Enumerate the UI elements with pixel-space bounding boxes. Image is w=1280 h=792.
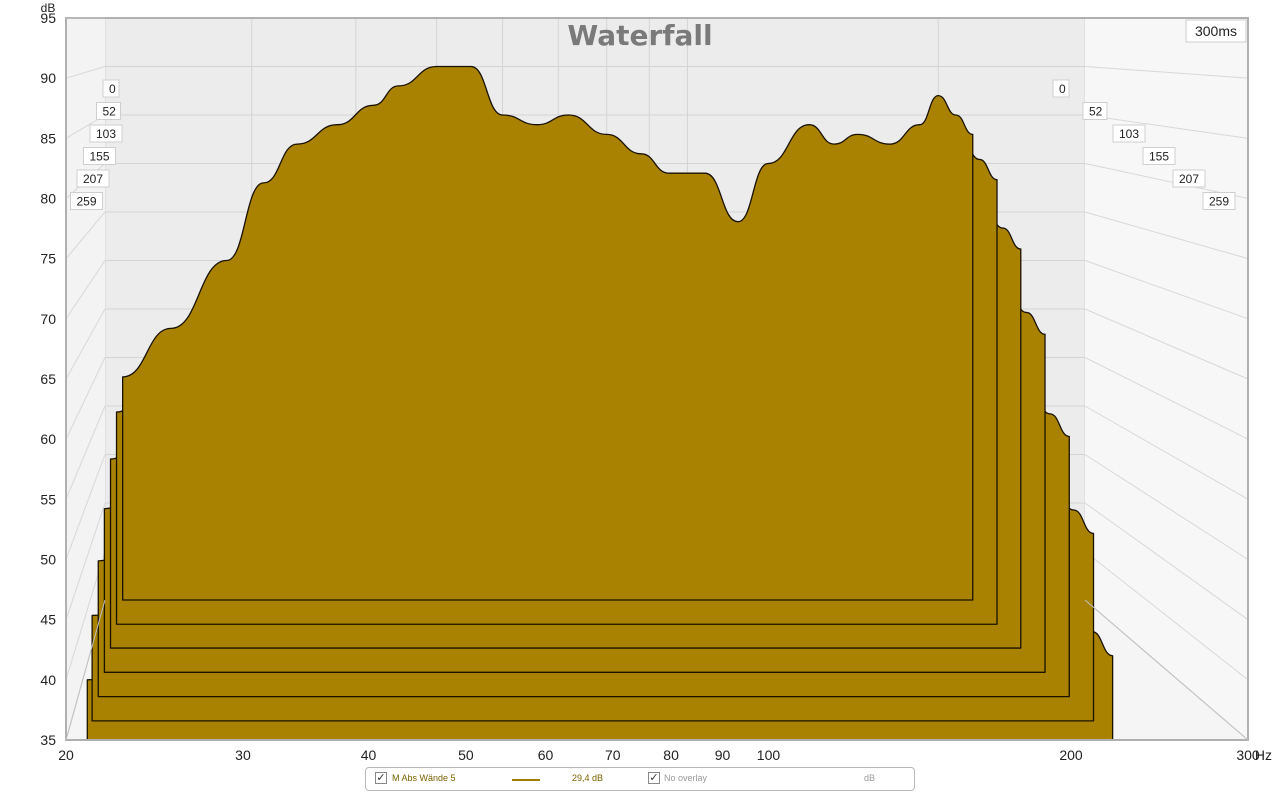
time-label-left: 52	[103, 105, 117, 119]
left-wall-grid-line	[65, 308, 106, 380]
time-label-box-left	[70, 192, 103, 210]
right-wall-grid-line	[1084, 308, 1249, 380]
legend-overlay-label: No overlay	[664, 773, 708, 783]
y-tick-label: 65	[40, 371, 56, 387]
right-wall-grid-line	[1084, 211, 1249, 260]
front-frame	[65, 17, 1249, 741]
left-wall-grid-line	[65, 454, 106, 560]
x-tick-label: 20	[58, 747, 74, 763]
waterfall-slice	[122, 65, 974, 601]
time-label-box-left	[76, 169, 110, 188]
time-label-right: 259	[1209, 195, 1229, 209]
x-axis-ticks: 20 30 40 50 60 70 80 90 100 200 300	[58, 747, 1260, 763]
left-wall-grid-line	[65, 66, 106, 79]
plot-frame	[65, 17, 1249, 741]
time-label-left: 207	[83, 172, 103, 186]
waterfall-slices	[86, 65, 1114, 741]
time-label-right: 0	[1059, 82, 1066, 96]
y-tick-label: 45	[40, 612, 56, 628]
time-label-box-left	[83, 147, 116, 165]
x-tick-label: 90	[715, 747, 731, 763]
time-label-left: 259	[77, 195, 97, 209]
x-tick-label: 60	[538, 747, 554, 763]
time-label-box-right	[1142, 147, 1176, 165]
time-label-box-right	[1082, 102, 1108, 120]
time-label-left: 155	[90, 150, 110, 164]
left-wall-grid-line	[65, 502, 106, 620]
right-wall-grid-line	[1084, 114, 1249, 139]
legend-bar: ✓ M Abs Wände 5 29,4 dB ✓ No overlay dB	[365, 767, 915, 791]
time-label-right: 103	[1119, 127, 1139, 141]
x-tick-label: 70	[605, 747, 621, 763]
y-tick-label: 55	[40, 491, 56, 507]
x-axis-unit: Hz	[1255, 747, 1272, 763]
x-tick-label: 100	[757, 747, 781, 763]
time-label-box-right	[1172, 169, 1206, 188]
right-wall-grid-line	[1084, 551, 1249, 681]
y-tick-label: 90	[40, 70, 56, 86]
y-tick-label: 40	[40, 672, 56, 688]
time-label-right: 155	[1149, 150, 1169, 164]
time-label-box-left	[96, 102, 121, 120]
left-wall-grid-line	[65, 260, 106, 320]
y-tick-label: 85	[40, 130, 56, 146]
left-wall-grid-line	[65, 405, 106, 500]
overlay-checkbox-2[interactable]: ✓	[648, 772, 660, 784]
time-label-left: 103	[96, 127, 116, 141]
time-label-box-right	[1112, 124, 1146, 143]
right-wall-grid-line	[1084, 357, 1249, 440]
x-tick-label: 30	[235, 747, 251, 763]
y-axis-ticks: 35 40 45 50 55 60 65 70 75 80 85 90 95	[40, 10, 56, 748]
y-tick-label: 50	[40, 552, 56, 568]
y-tick-label: 60	[40, 431, 56, 447]
x-tick-label: 300	[1236, 747, 1260, 763]
y-tick-label: 35	[40, 732, 56, 748]
overlay-checkbox-1[interactable]: ✓	[375, 772, 387, 784]
right-wall-grid-line	[1084, 454, 1249, 560]
time-label-box-right	[1052, 79, 1070, 98]
legend-series-swatch	[512, 779, 540, 781]
time-label-right: 207	[1179, 172, 1199, 186]
y-tick-label: 95	[40, 10, 56, 26]
right-wall-grid-line	[1084, 260, 1249, 320]
y-tick-label: 75	[40, 251, 56, 267]
right-wall-grid-line	[1084, 405, 1249, 500]
time-axis-labels: 0 0 52 52 103 103 155 155 207 207 259 259	[70, 79, 1236, 210]
y-axis-label: dB	[41, 1, 56, 15]
time-label-left: 0	[109, 82, 116, 96]
time-range-label: 300ms	[1195, 23, 1237, 39]
time-label-box-right	[1202, 192, 1236, 210]
time-label-right: 52	[1089, 105, 1103, 119]
legend-series-value: 29,4 dB	[572, 773, 604, 783]
x-tick-label: 40	[361, 747, 377, 763]
legend-series-name: M Abs Wände 5	[392, 773, 456, 783]
chart-title: Waterfall	[567, 19, 712, 52]
y-tick-label: 80	[40, 191, 56, 207]
legend-overlay-unit: dB	[864, 773, 876, 783]
left-wall-grid-line	[65, 211, 106, 259]
y-tick-label: 70	[40, 311, 56, 327]
time-label-box-left	[102, 79, 120, 98]
x-tick-label: 80	[663, 747, 679, 763]
left-wall-grid-line	[65, 357, 106, 440]
right-wall-grid-line	[1084, 66, 1249, 79]
x-tick-label: 50	[458, 747, 474, 763]
time-label-box	[1185, 19, 1247, 43]
time-label-box-left	[89, 124, 123, 143]
right-wall-grid-line	[1084, 502, 1249, 621]
x-tick-label: 200	[1059, 747, 1083, 763]
